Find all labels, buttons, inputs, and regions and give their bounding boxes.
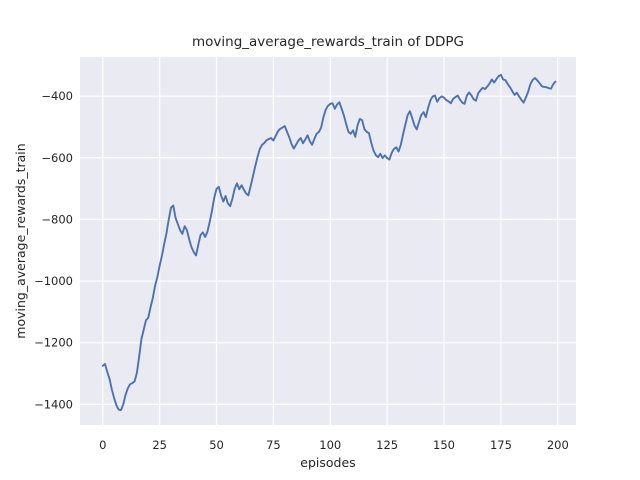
x-tick-label: 200 <box>547 438 569 452</box>
y-tick-label: −1000 <box>34 274 73 288</box>
y-axis-label: moving_average_rewards_train <box>13 143 28 338</box>
x-tick-label: 125 <box>376 438 398 452</box>
y-tick-label: −600 <box>41 151 73 165</box>
x-tick-label: 0 <box>99 438 106 452</box>
y-tick-label: −400 <box>41 89 73 103</box>
x-tick-label: 100 <box>319 438 341 452</box>
y-tick-label: −1200 <box>34 336 73 350</box>
y-tick-label: −1400 <box>34 397 73 411</box>
line-series-moving-average-rewards <box>101 73 557 412</box>
x-tick-label: 75 <box>266 438 281 452</box>
x-tick-label: 150 <box>433 438 455 452</box>
gridlines <box>80 57 576 425</box>
x-axis-label: episodes <box>300 455 355 470</box>
x-tick-labels: 0 25 50 75 100 125 150 175 200 <box>99 438 569 452</box>
chart-title: moving_average_rewards_train of DDPG <box>192 34 464 50</box>
plot-area-background <box>80 57 576 425</box>
y-tick-label: −800 <box>41 212 73 226</box>
x-tick-label: 50 <box>209 438 224 452</box>
x-tick-label: 175 <box>490 438 512 452</box>
x-tick-label: 25 <box>152 438 167 452</box>
y-tick-labels: −400 −600 −800 −1000 −1200 −1400 <box>34 89 73 411</box>
